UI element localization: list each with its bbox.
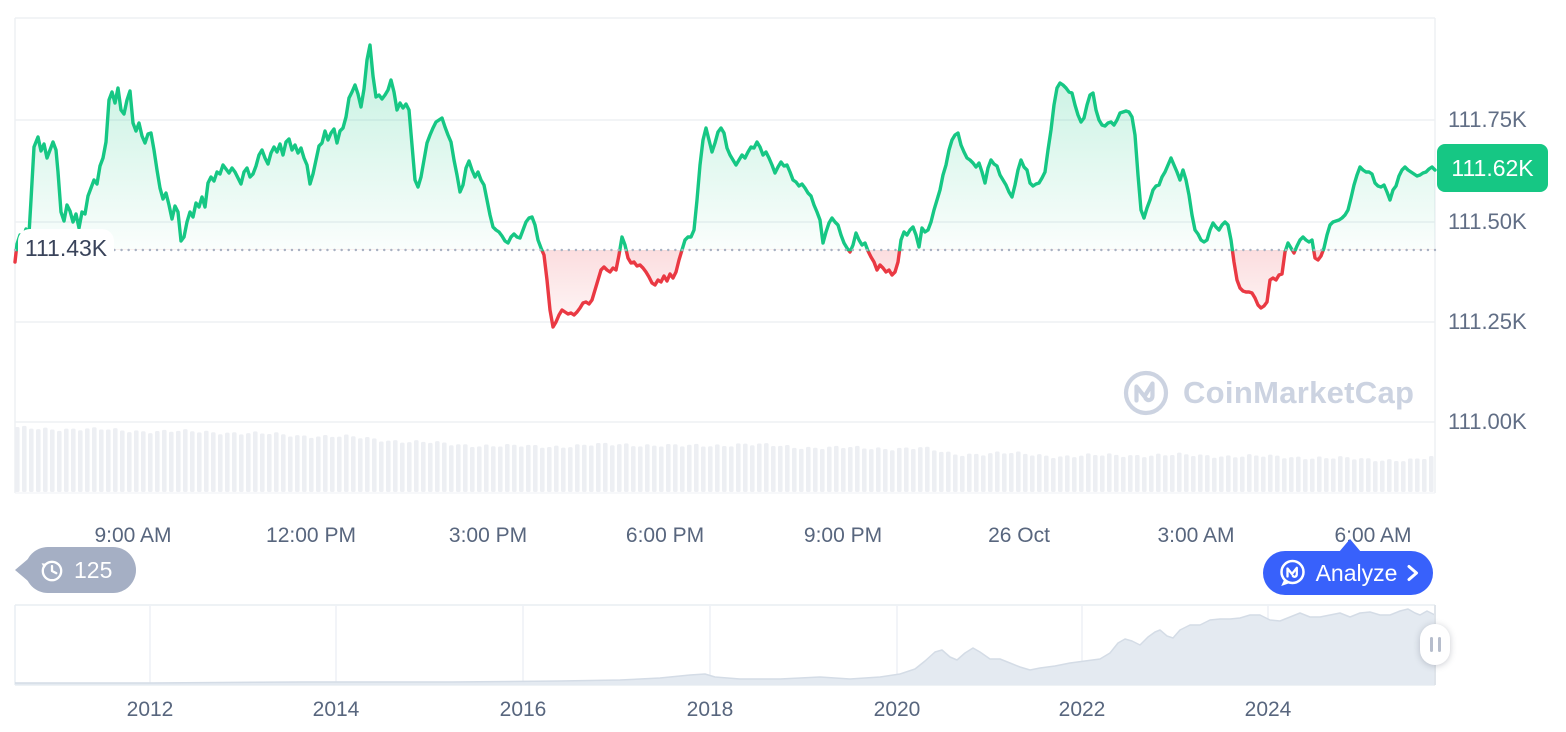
navigator-year-label: 2014 — [312, 698, 360, 721]
caret-up-icon — [1339, 539, 1361, 552]
analyze-label: Analyze — [1315, 559, 1398, 586]
x-axis-label: 3:00 PM — [448, 524, 528, 547]
analyze-button[interactable]: Analyze — [1263, 539, 1433, 595]
navigator-year-label: 2012 — [126, 698, 174, 721]
y-axis-label: 111.50K — [1448, 209, 1527, 234]
y-axis-label: 111.75K — [1448, 107, 1527, 132]
x-axis-label: 9:00 AM — [94, 524, 172, 547]
history-count-badge[interactable]: 125 — [15, 547, 137, 593]
navigator-resize-handle[interactable] — [1420, 624, 1450, 665]
x-axis-label: 6:00 PM — [625, 524, 705, 547]
coinmarketcap-logo-icon — [1123, 370, 1169, 416]
cmc-bubble-icon — [1279, 559, 1305, 586]
handle-bar — [1429, 637, 1433, 652]
x-axis-label: 12:00 PM — [266, 524, 356, 547]
x-axis-label: 26 Oct — [988, 524, 1050, 547]
history-count: 125 — [74, 556, 113, 583]
navigator-year-label: 2024 — [1244, 698, 1292, 721]
navigator-year-label: 2016 — [499, 698, 547, 721]
x-axis-label: 9:00 PM — [803, 524, 883, 547]
navigator-year-label: 2018 — [686, 698, 734, 721]
watermark: CoinMarketCap — [1122, 369, 1414, 417]
y-axis-label: 111.00K — [1448, 409, 1527, 434]
handle-bar — [1437, 637, 1441, 652]
y-axis-label: 111.25K — [1448, 309, 1527, 334]
history-clock-icon — [41, 560, 63, 581]
chevron-right-icon — [1407, 565, 1419, 581]
navigator-year-label: 2020 — [873, 698, 921, 721]
baseline-price-label: 111.43K — [18, 229, 114, 267]
x-axis-label: 3:00 AM — [1157, 524, 1235, 547]
current-price-badge: 111.62K — [1437, 144, 1548, 192]
navigator-year-label: 2022 — [1058, 698, 1106, 721]
watermark-text: CoinMarketCap — [1183, 375, 1415, 410]
left-arrow-notch — [15, 559, 28, 581]
